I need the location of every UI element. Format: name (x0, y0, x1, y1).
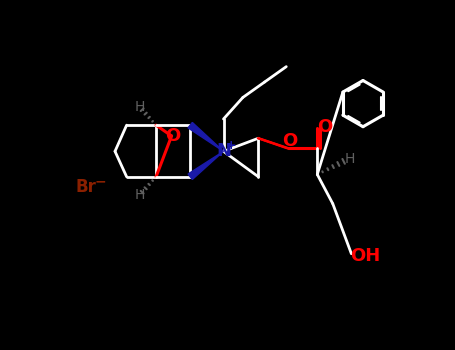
Text: O: O (318, 118, 333, 136)
Polygon shape (188, 122, 223, 151)
Text: N: N (216, 142, 231, 160)
Polygon shape (188, 151, 223, 180)
Text: −: − (95, 174, 106, 188)
Text: H: H (135, 188, 145, 202)
Text: H: H (344, 152, 355, 166)
Text: Br: Br (76, 178, 97, 196)
Text: +: + (226, 139, 237, 153)
Text: H: H (135, 100, 145, 114)
Text: O: O (166, 127, 181, 145)
Text: O: O (282, 132, 297, 149)
Text: OH: OH (350, 247, 380, 265)
